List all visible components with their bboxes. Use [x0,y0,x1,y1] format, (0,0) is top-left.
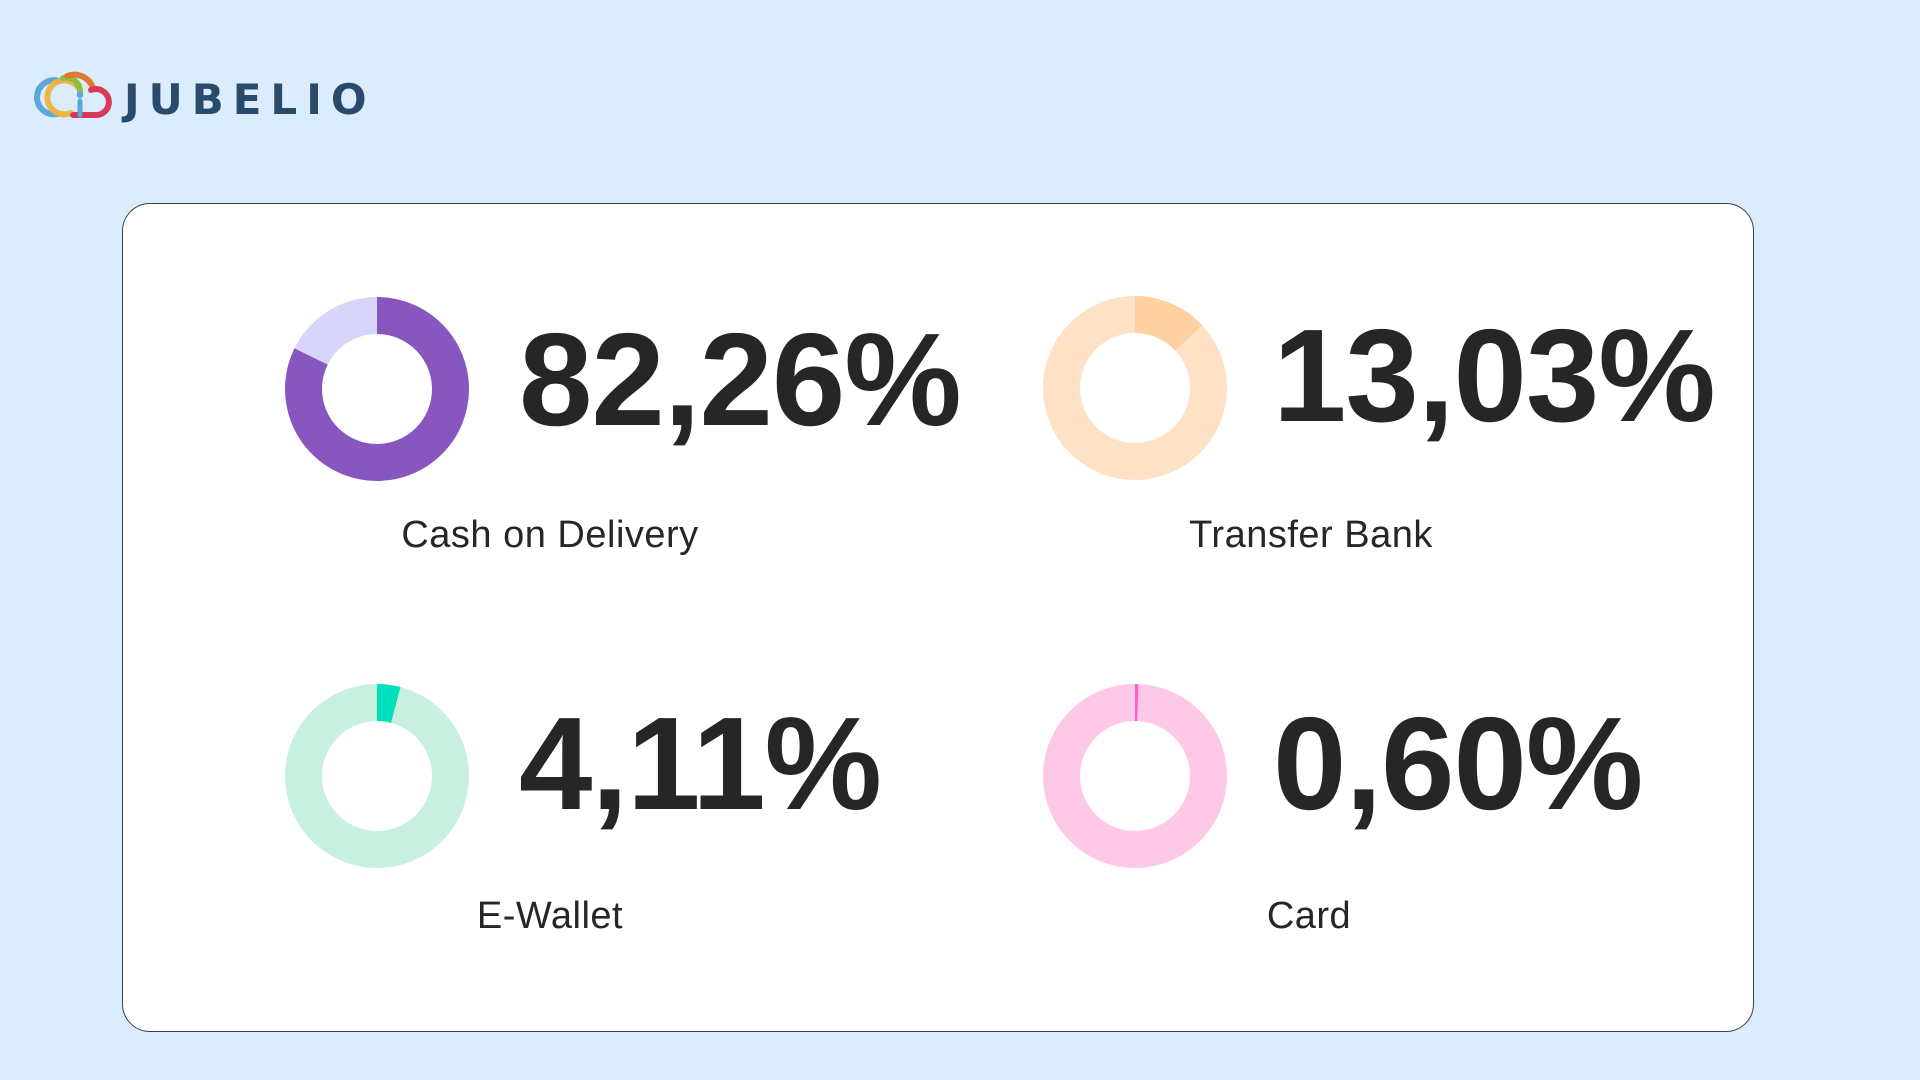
donut-chart-cod [283,295,471,483]
metric-value: 0,60% [1273,690,1643,837]
donut-segment [285,684,469,868]
metric-value: 4,11% [519,690,882,837]
metric-label: Card [1266,895,1352,937]
metric-label: E-Wallet [476,895,624,937]
jubelio-logo [33,66,115,122]
brand-wordmark: JUBELIO [124,75,376,124]
donut-chart-e-wallet [283,682,471,870]
metric-label: Transfer Bank [1189,514,1433,556]
cloud-logo-icon [33,66,115,122]
donut-segment [1043,296,1227,480]
payment-methods-card: 82,26% Cash on Delivery 13,03% Transfer … [122,203,1754,1032]
donut-chart-transfer-bank [1041,294,1229,482]
metric-label: Cash on Delivery [401,514,699,556]
donut-chart-card [1041,682,1229,870]
donut-segment [1043,684,1227,868]
donut-segment [285,297,469,481]
donut-track [285,684,469,868]
metric-value: 82,26% [519,306,962,453]
metric-value: 13,03% [1273,302,1716,449]
donut-track [1043,684,1227,868]
